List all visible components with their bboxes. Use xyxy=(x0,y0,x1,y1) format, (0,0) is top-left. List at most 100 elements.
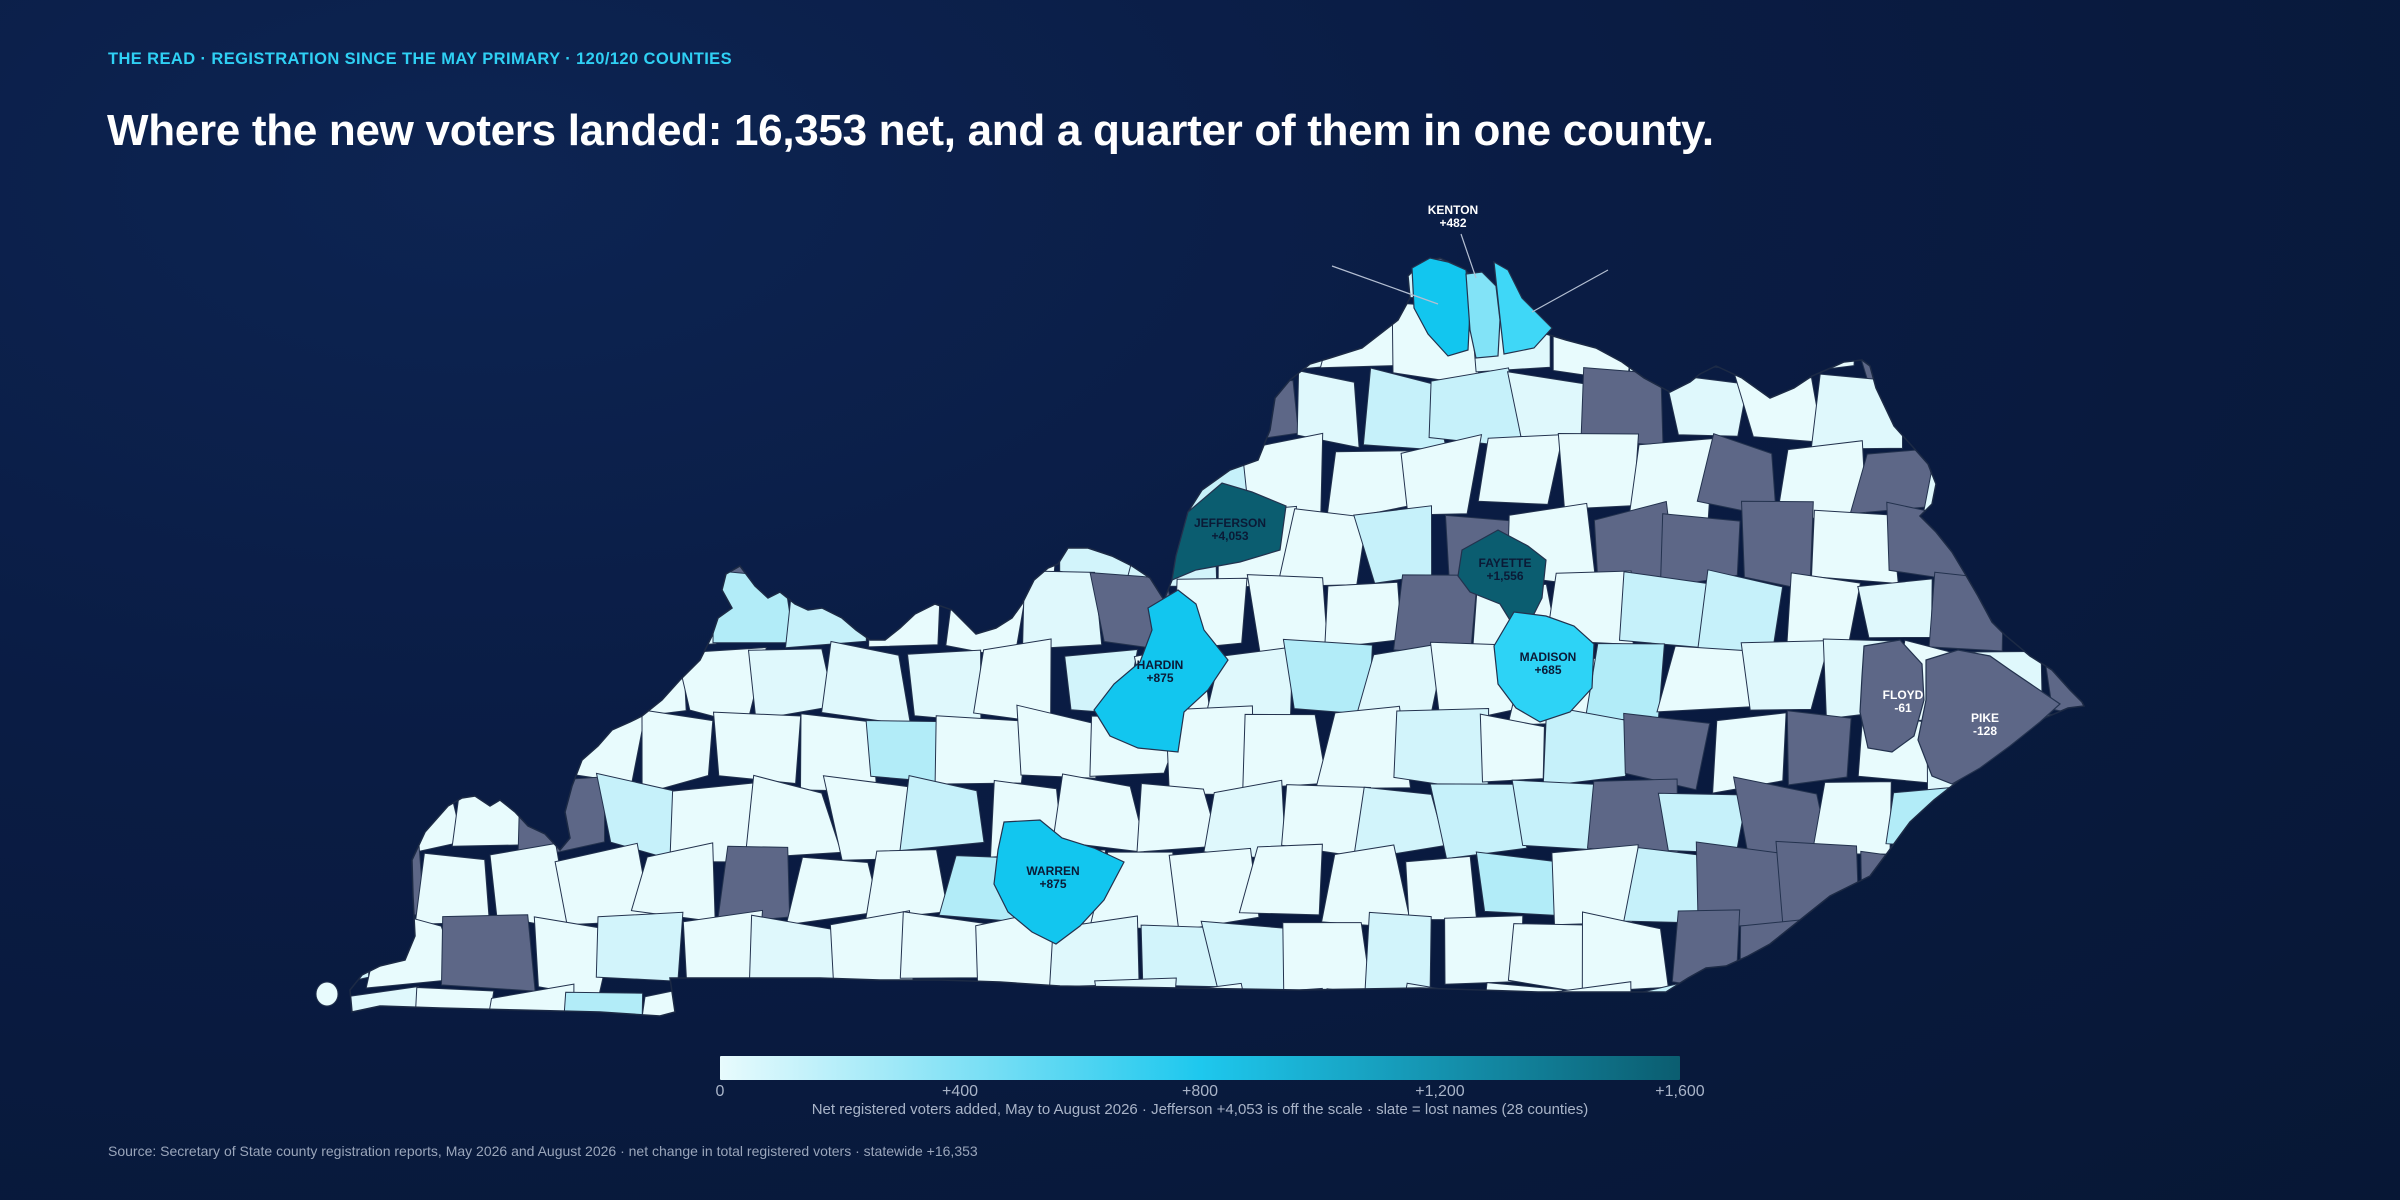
county-shape xyxy=(1240,987,1327,1016)
county-shape xyxy=(823,369,904,440)
county-shape xyxy=(1242,713,1328,790)
county-name-label: HARDIN xyxy=(1137,658,1184,672)
county-name-label: PIKE xyxy=(1971,711,1999,725)
county-shape xyxy=(1739,917,1820,999)
county-shape xyxy=(1016,704,1105,779)
county-shape xyxy=(440,914,536,992)
county-shape xyxy=(1811,914,1903,990)
county-shape xyxy=(682,258,755,315)
county-shape xyxy=(1238,843,1323,916)
legend-color-bar xyxy=(720,1056,1680,1080)
county-shape xyxy=(713,299,797,384)
county-value-label: -128 xyxy=(1973,724,1997,738)
county-shape xyxy=(754,377,844,444)
county-shape xyxy=(554,577,650,660)
county-shape xyxy=(350,712,413,784)
county-shape xyxy=(934,715,1030,785)
county-shape xyxy=(1933,854,2015,914)
county-shape xyxy=(647,309,714,382)
county-shape xyxy=(2233,436,2320,520)
county-shape xyxy=(858,436,956,523)
county-shape xyxy=(795,299,868,386)
county-shape xyxy=(448,503,538,575)
county-shape xyxy=(376,648,459,723)
county-shape xyxy=(1393,982,1489,1016)
county-shape xyxy=(1664,373,1749,437)
county-shape xyxy=(2075,979,2084,1016)
county-shape xyxy=(2130,519,2193,572)
county-shape xyxy=(520,258,606,308)
county-shape xyxy=(1016,432,1101,517)
county-shape xyxy=(1810,509,1899,585)
county-shape xyxy=(1127,258,1220,314)
county-shape xyxy=(417,574,490,656)
county-shape xyxy=(1168,847,1260,932)
county-shape xyxy=(712,711,802,785)
legend-tick: +1,200 xyxy=(1415,1083,1465,1100)
county-shape xyxy=(1712,712,1787,794)
county-shape xyxy=(1697,977,1783,1016)
county-shape xyxy=(1315,705,1412,790)
county-shape xyxy=(2079,438,2084,508)
county-shape xyxy=(350,913,372,992)
county-value-label: +482 xyxy=(1439,216,1466,230)
county-shape xyxy=(594,258,678,318)
county-shape xyxy=(2048,912,2084,994)
county-shape xyxy=(1659,258,1754,319)
county-shape xyxy=(830,515,910,585)
county-shape xyxy=(1282,638,1373,716)
county-shape xyxy=(754,258,837,312)
county-kenton xyxy=(1465,271,1501,359)
county-tiles xyxy=(350,258,2324,1016)
county-shape xyxy=(403,304,486,382)
county-shape xyxy=(1922,440,2010,515)
county-shape xyxy=(350,841,425,922)
county-shape xyxy=(1542,705,1639,787)
county-madison xyxy=(1493,611,1595,723)
county-shape xyxy=(2000,442,2079,515)
county-shape xyxy=(2231,587,2324,646)
legend-tick: 0 xyxy=(715,1083,725,1100)
county-value-label: +685 xyxy=(1534,663,1561,677)
county-shape xyxy=(902,258,994,317)
county-shape xyxy=(630,842,716,923)
county-shape xyxy=(1671,909,1741,993)
county-shape xyxy=(376,379,457,453)
labeled-counties xyxy=(993,257,2061,945)
county-shape xyxy=(1177,300,1259,385)
county-shape xyxy=(1901,378,1983,438)
county-shape xyxy=(595,644,687,723)
kentucky-county-map: KENTON+482 JEFFERSON+4,053 FAYETTE+1,556 HA… xyxy=(315,216,2324,1017)
county-shape xyxy=(2166,710,2244,784)
county-shape xyxy=(1017,988,1107,1016)
county-shape xyxy=(1711,311,1776,376)
county-shape xyxy=(1400,433,1483,516)
county-shape xyxy=(554,842,652,926)
county-shape xyxy=(350,505,383,587)
campbell-leader-line xyxy=(1531,269,1609,313)
kenton-leader-line xyxy=(1460,233,1477,279)
county-shape xyxy=(1021,570,1103,650)
county-shape xyxy=(1894,258,1978,313)
county-shape xyxy=(480,717,575,781)
county-shape xyxy=(1885,784,1978,849)
county-shape xyxy=(683,376,764,452)
county-shape xyxy=(402,442,486,523)
county-shape xyxy=(1353,505,1433,584)
county-shape xyxy=(825,258,916,314)
county-shape xyxy=(1475,851,1564,917)
county-shape xyxy=(1624,306,1715,375)
county-shape xyxy=(350,367,379,445)
county-shape xyxy=(1818,258,1907,315)
county-shape xyxy=(1741,258,1830,312)
county-shape xyxy=(412,986,495,1016)
county-shape xyxy=(721,442,806,518)
county-shape xyxy=(2000,309,2084,380)
county-shape xyxy=(672,504,765,582)
county-name-label: FAYETTE xyxy=(1479,556,1532,570)
county-shape xyxy=(874,991,958,1016)
county-shape xyxy=(1860,850,1939,930)
county-shape xyxy=(561,991,644,1016)
county-shape xyxy=(865,849,949,921)
county-shape xyxy=(898,366,989,447)
